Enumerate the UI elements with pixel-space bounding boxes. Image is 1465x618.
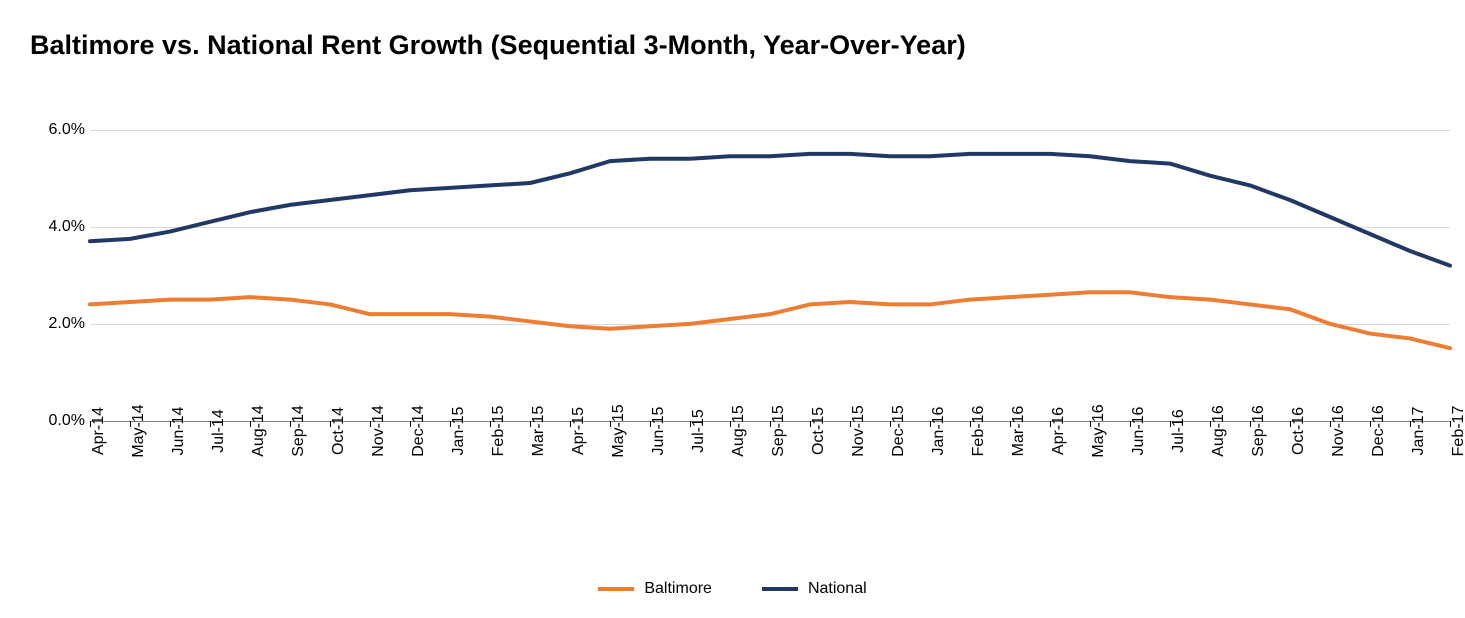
x-tick: Feb-17 <box>1450 421 1451 427</box>
x-tick: May-16 <box>1090 421 1091 427</box>
rent-growth-chart: Baltimore vs. National Rent Growth (Sequ… <box>0 0 1465 618</box>
x-tick: Apr-14 <box>90 421 91 427</box>
x-tick: Nov-14 <box>370 421 371 427</box>
x-tick-label: Oct-15 <box>810 407 828 455</box>
series-line-national <box>90 154 1450 266</box>
x-tick-label: Sep-16 <box>1250 405 1268 457</box>
x-tick-label: Feb-17 <box>1450 406 1465 457</box>
x-tick-label: Sep-14 <box>290 405 308 457</box>
y-axis: 0.0%2.0%4.0%6.0% <box>30 81 85 421</box>
x-tick-label: Oct-14 <box>330 407 348 455</box>
x-tick: Dec-15 <box>890 421 891 427</box>
x-tick: Jan-16 <box>930 421 931 427</box>
x-tick: Oct-16 <box>1290 421 1291 427</box>
x-tick-label: Nov-15 <box>850 405 868 457</box>
x-tick: Feb-15 <box>490 421 491 427</box>
x-tick: Oct-14 <box>330 421 331 427</box>
x-tick: Oct-15 <box>810 421 811 427</box>
x-tick-label: Aug-15 <box>730 405 748 457</box>
x-tick-label: Apr-15 <box>570 407 588 455</box>
x-tick-label: Jul-16 <box>1170 409 1188 453</box>
x-tick-label: Jan-15 <box>450 407 468 456</box>
x-tick-label: Sep-15 <box>770 405 788 457</box>
x-tick: Sep-15 <box>770 421 771 427</box>
x-tick: Jan-17 <box>1410 421 1411 427</box>
x-tick-label: Oct-16 <box>1290 407 1308 455</box>
x-tick: Jun-16 <box>1130 421 1131 427</box>
x-axis: Apr-14 May-14 Jun-14 Jul-14 Aug-14 Sep-14 Oct-… <box>90 421 1450 541</box>
x-tick-label: May-14 <box>130 404 148 457</box>
x-tick: Apr-16 <box>1050 421 1051 427</box>
x-tick-label: May-16 <box>1090 404 1108 457</box>
x-tick-label: May-15 <box>610 404 628 457</box>
x-tick: Aug-15 <box>730 421 731 427</box>
x-tick: Nov-15 <box>850 421 851 427</box>
x-tick-label: Dec-16 <box>1370 405 1388 457</box>
x-tick: Dec-14 <box>410 421 411 427</box>
series-line-baltimore <box>90 292 1450 348</box>
x-tick-label: Nov-14 <box>370 405 388 457</box>
y-tick-label: 4.0% <box>49 218 85 236</box>
x-tick-label: Jul-14 <box>210 409 228 453</box>
chart-legend: Baltimore National <box>0 578 1465 598</box>
legend-item-national: National <box>762 580 867 598</box>
x-tick: Jun-15 <box>650 421 651 427</box>
x-tick: Nov-16 <box>1330 421 1331 427</box>
x-tick: Mar-16 <box>1010 421 1011 427</box>
plot-area: 0.0%2.0%4.0%6.0% <box>90 81 1450 421</box>
x-tick: Jun-14 <box>170 421 171 427</box>
legend-swatch <box>598 587 634 591</box>
x-tick: Jan-15 <box>450 421 451 427</box>
x-tick: Feb-16 <box>970 421 971 427</box>
y-tick-label: 6.0% <box>49 121 85 139</box>
x-tick-label: Jun-16 <box>1130 407 1148 456</box>
x-tick: Sep-14 <box>290 421 291 427</box>
x-tick: May-14 <box>130 421 131 427</box>
x-tick-label: Jun-14 <box>170 407 188 456</box>
x-tick-label: Dec-15 <box>890 405 908 457</box>
legend-label: National <box>808 580 867 598</box>
x-tick: Sep-16 <box>1250 421 1251 427</box>
x-tick-label: Mar-16 <box>1010 406 1028 457</box>
x-tick-label: Apr-16 <box>1050 407 1068 455</box>
x-tick-label: Jul-15 <box>690 409 708 453</box>
x-tick-label: Feb-15 <box>490 406 508 457</box>
x-tick-label: Aug-14 <box>250 405 268 457</box>
legend-label: Baltimore <box>644 580 712 598</box>
line-series-layer <box>90 81 1450 421</box>
x-tick: Jul-15 <box>690 421 691 427</box>
y-tick-label: 0.0% <box>49 412 85 430</box>
x-tick-label: Jan-17 <box>1410 407 1428 456</box>
legend-swatch <box>762 587 798 591</box>
x-tick: Jul-16 <box>1170 421 1171 427</box>
x-tick-label: Jun-15 <box>650 407 668 456</box>
x-tick-label: Dec-14 <box>410 405 428 457</box>
x-tick-label: Nov-16 <box>1330 405 1348 457</box>
chart-title: Baltimore vs. National Rent Growth (Sequ… <box>30 30 1435 61</box>
x-tick-label: Apr-14 <box>90 407 108 455</box>
x-tick-label: Aug-16 <box>1210 405 1228 457</box>
x-tick-label: Mar-15 <box>530 406 548 457</box>
x-tick: Dec-16 <box>1370 421 1371 427</box>
legend-item-baltimore: Baltimore <box>598 580 712 598</box>
x-tick: Apr-15 <box>570 421 571 427</box>
x-tick: Jul-14 <box>210 421 211 427</box>
x-tick: Aug-16 <box>1210 421 1211 427</box>
x-tick-label: Jan-16 <box>930 407 948 456</box>
x-tick: Aug-14 <box>250 421 251 427</box>
x-tick: May-15 <box>610 421 611 427</box>
x-tick-label: Feb-16 <box>970 406 988 457</box>
x-tick: Mar-15 <box>530 421 531 427</box>
y-tick-label: 2.0% <box>49 315 85 333</box>
